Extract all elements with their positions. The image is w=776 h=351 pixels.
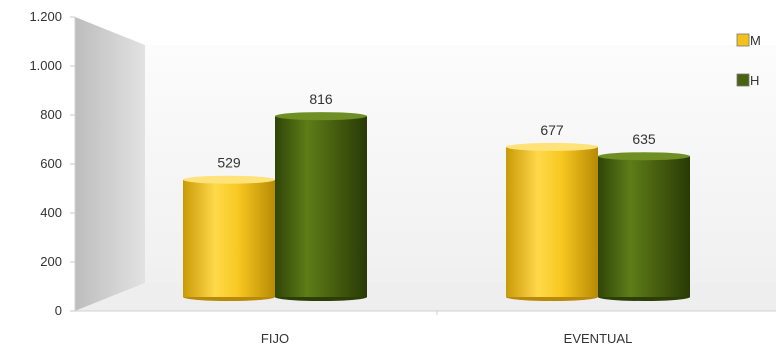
bar-top [275, 112, 367, 121]
bar: 529 [183, 155, 275, 301]
y-tick-label: 400 [40, 205, 62, 220]
bar-body [506, 146, 598, 297]
y-tick-label: 1.200 [29, 9, 62, 24]
bar: 677 [506, 122, 598, 301]
x-axis: FIJO EVENTUAL [75, 310, 776, 346]
bars: 529 816 677 635 [183, 91, 690, 301]
bar-top [506, 142, 598, 151]
y-tick-label: 0 [55, 303, 62, 318]
bar-body [183, 179, 275, 297]
data-label: 677 [540, 122, 564, 138]
side-wall [75, 17, 145, 311]
legend-label: M [750, 33, 761, 48]
data-label: 816 [309, 91, 333, 107]
y-tick-label: 600 [40, 156, 62, 171]
x-category-label: FIJO [261, 331, 289, 346]
y-tick-label: 800 [40, 107, 62, 122]
bar: 635 [598, 131, 690, 301]
bar-body [275, 116, 367, 298]
y-tick-label: 200 [40, 254, 62, 269]
y-axis: 0 200 400 600 800 1.000 1.200 [29, 9, 76, 318]
legend-swatch [736, 73, 750, 87]
data-label: 635 [632, 131, 656, 147]
bar-top [183, 175, 275, 184]
data-label: 529 [217, 155, 241, 171]
legend-swatch [736, 33, 750, 47]
bar-top [598, 152, 690, 161]
legend-label: H [750, 73, 759, 88]
bar: 816 [275, 91, 367, 301]
x-category-label: EVENTUAL [564, 331, 633, 346]
y-tick-label: 1.000 [29, 58, 62, 73]
bar-body [598, 156, 690, 297]
legend: MH [736, 33, 761, 88]
